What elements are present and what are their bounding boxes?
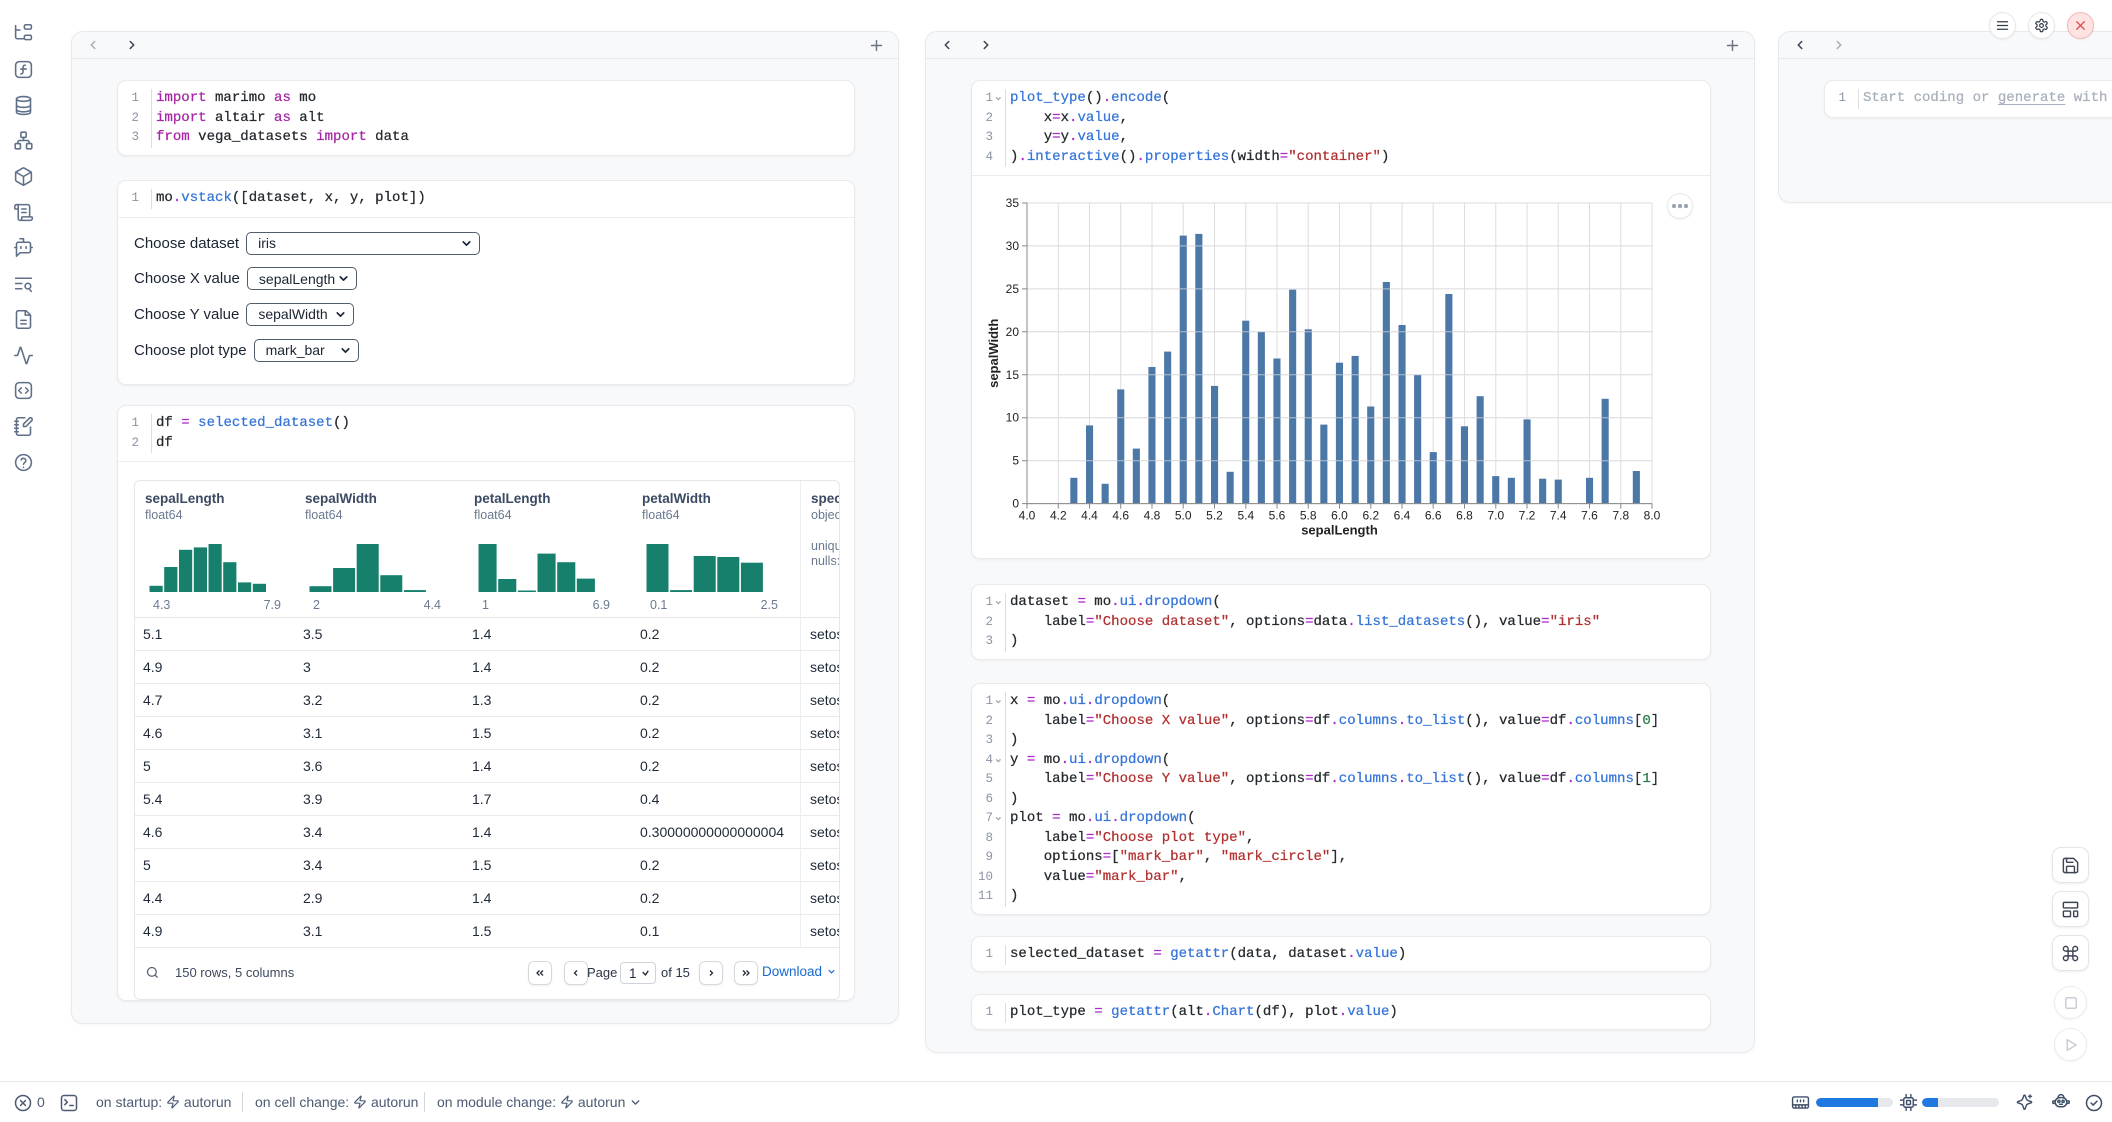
svg-text:4.4: 4.4 — [1081, 509, 1098, 523]
svg-text:5.8: 5.8 — [1300, 509, 1317, 523]
svg-text:25: 25 — [1006, 282, 1020, 296]
svg-text:5.0: 5.0 — [1175, 509, 1192, 523]
svg-text:20: 20 — [1006, 325, 1020, 339]
svg-text:4.8: 4.8 — [1144, 509, 1161, 523]
svg-text:6.8: 6.8 — [1456, 509, 1473, 523]
svg-text:5.6: 5.6 — [1269, 509, 1286, 523]
svg-text:7.2: 7.2 — [1519, 509, 1536, 523]
svg-text:6.2: 6.2 — [1362, 509, 1379, 523]
svg-text:10: 10 — [1006, 411, 1020, 425]
svg-text:4.0: 4.0 — [1019, 509, 1036, 523]
svg-text:15: 15 — [1006, 368, 1020, 382]
svg-text:30: 30 — [1006, 239, 1020, 253]
svg-text:5: 5 — [1012, 454, 1019, 468]
svg-text:4.6: 4.6 — [1112, 509, 1129, 523]
svg-text:7.4: 7.4 — [1550, 509, 1567, 523]
svg-text:5.4: 5.4 — [1237, 509, 1254, 523]
svg-text:6.0: 6.0 — [1331, 509, 1348, 523]
svg-text:7.6: 7.6 — [1581, 509, 1598, 523]
svg-text:6.6: 6.6 — [1425, 509, 1442, 523]
svg-text:4.2: 4.2 — [1050, 509, 1067, 523]
svg-text:35: 35 — [1006, 196, 1020, 210]
svg-text:8.0: 8.0 — [1644, 509, 1661, 523]
svg-text:0: 0 — [1012, 497, 1019, 511]
svg-text:7.8: 7.8 — [1612, 509, 1629, 523]
svg-text:6.4: 6.4 — [1394, 509, 1411, 523]
svg-text:5.2: 5.2 — [1206, 509, 1223, 523]
svg-text:7.0: 7.0 — [1487, 509, 1504, 523]
svg-text:sepalWidth: sepalWidth — [986, 319, 1001, 388]
svg-text:sepalLength: sepalLength — [1301, 523, 1378, 538]
